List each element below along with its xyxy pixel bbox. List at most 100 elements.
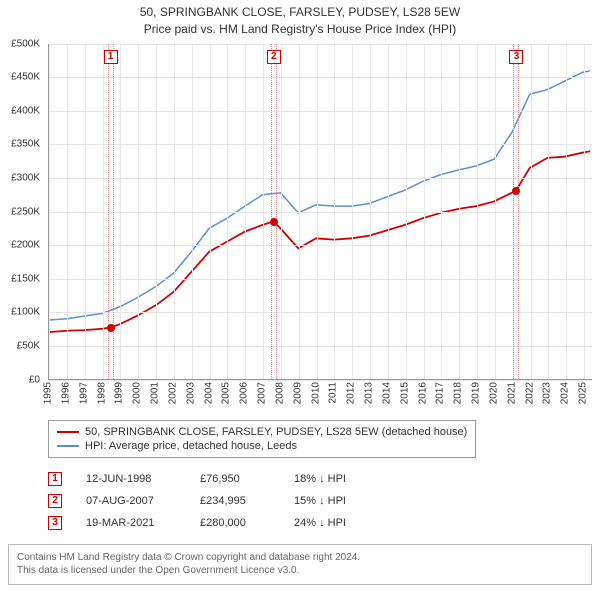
x-tick-label: 2025 — [578, 382, 589, 404]
gridline-v — [49, 44, 50, 379]
x-tick-label: 2005 — [221, 382, 232, 404]
gridline-v — [406, 44, 407, 379]
gridline-v — [388, 44, 389, 379]
gridline-v — [495, 44, 496, 379]
event-price: £280,000 — [200, 517, 270, 529]
x-tick-label: 2003 — [185, 382, 196, 404]
y-tick-label: £100K — [0, 307, 40, 318]
x-tick-label: 2006 — [239, 382, 250, 404]
legend: 50, SPRINGBANK CLOSE, FARSLEY, PUDSEY, L… — [48, 420, 476, 458]
event-price: £76,950 — [200, 473, 270, 485]
attribution-footer: Contains HM Land Registry data © Crown c… — [8, 544, 592, 585]
x-tick-label: 1999 — [114, 382, 125, 404]
gridline-h — [49, 111, 592, 112]
event-delta: 24% ↓ HPI — [294, 517, 384, 529]
gridline-v — [85, 44, 86, 379]
event-date: 19-MAR-2021 — [86, 517, 176, 529]
x-tick-label: 2010 — [310, 382, 321, 404]
event-band — [271, 44, 277, 379]
event-date: 07-AUG-2007 — [86, 495, 176, 507]
gridline-v — [192, 44, 193, 379]
gridline-v — [281, 44, 282, 379]
title-line-2: Price paid vs. HM Land Registry's House … — [4, 21, 596, 38]
x-tick-label: 2015 — [399, 382, 410, 404]
x-tick-label: 2024 — [560, 382, 571, 404]
y-tick-label: £400K — [0, 105, 40, 116]
x-tick-label: 2011 — [328, 382, 339, 404]
gridline-v — [120, 44, 121, 379]
event-band — [513, 44, 519, 379]
series-hpi — [49, 70, 590, 319]
x-tick-label: 2013 — [364, 382, 375, 404]
gridline-v — [477, 44, 478, 379]
y-tick-label: £50K — [0, 340, 40, 351]
gridline-h — [49, 279, 592, 280]
y-tick-label: £350K — [0, 139, 40, 150]
plot-area: 123 — [48, 44, 592, 380]
gridline-h — [49, 77, 592, 78]
y-tick-label: £150K — [0, 273, 40, 284]
gridline-v — [317, 44, 318, 379]
x-tick-label: 2017 — [435, 382, 446, 404]
x-tick-label: 2004 — [203, 382, 214, 404]
chart-titles: 50, SPRINGBANK CLOSE, FARSLEY, PUDSEY, L… — [4, 4, 596, 38]
x-tick-label: 2000 — [132, 382, 143, 404]
gridline-v — [334, 44, 335, 379]
x-tick-label: 2023 — [542, 382, 553, 404]
gridline-v — [459, 44, 460, 379]
gridline-v — [424, 44, 425, 379]
x-tick-label: 2008 — [274, 382, 285, 404]
x-tick-label: 2018 — [453, 382, 464, 404]
gridline-v — [584, 44, 585, 379]
event-dot — [107, 324, 115, 332]
gridline-v — [352, 44, 353, 379]
gridline-v — [156, 44, 157, 379]
legend-row: 50, SPRINGBANK CLOSE, FARSLEY, PUDSEY, L… — [57, 425, 467, 439]
event-marker-box: 2 — [267, 50, 281, 64]
x-tick-label: 2002 — [167, 382, 178, 404]
gridline-h — [49, 312, 592, 313]
y-tick-label: £300K — [0, 172, 40, 183]
title-line-1: 50, SPRINGBANK CLOSE, FARSLEY, PUDSEY, L… — [4, 4, 596, 21]
gridline-v — [299, 44, 300, 379]
gridline-v — [67, 44, 68, 379]
chart: £0£50K£100K£150K£200K£250K£300K£350K£400… — [4, 44, 596, 414]
gridline-v — [531, 44, 532, 379]
event-dot — [512, 187, 520, 195]
event-row: 112-JUN-1998£76,95018% ↓ HPI — [48, 468, 596, 490]
y-tick-label: £0 — [0, 374, 40, 385]
x-tick-label: 2007 — [257, 382, 268, 404]
y-tick-label: £500K — [0, 38, 40, 49]
legend-label: HPI: Average price, detached house, Leed… — [85, 440, 297, 452]
x-tick-label: 2021 — [506, 382, 517, 404]
event-delta: 15% ↓ HPI — [294, 495, 384, 507]
legend-label: 50, SPRINGBANK CLOSE, FARSLEY, PUDSEY, L… — [85, 426, 467, 438]
x-tick-label: 2016 — [417, 382, 428, 404]
x-tick-label: 1997 — [78, 382, 89, 404]
x-tick-label: 1995 — [43, 382, 54, 404]
event-date: 12-JUN-1998 — [86, 473, 176, 485]
gridline-h — [49, 144, 592, 145]
event-marker-box: 3 — [48, 516, 62, 530]
gridline-v — [263, 44, 264, 379]
y-axis: £0£50K£100K£150K£200K£250K£300K£350K£400… — [4, 44, 44, 380]
gridline-v — [548, 44, 549, 379]
gridline-h — [49, 346, 592, 347]
event-marker-box: 1 — [104, 50, 118, 64]
event-row: 207-AUG-2007£234,99515% ↓ HPI — [48, 490, 596, 512]
gridline-h — [49, 245, 592, 246]
y-tick-label: £450K — [0, 72, 40, 83]
gridline-v — [103, 44, 104, 379]
y-tick-label: £200K — [0, 240, 40, 251]
gridline-v — [210, 44, 211, 379]
gridline-v — [441, 44, 442, 379]
y-tick-label: £250K — [0, 206, 40, 217]
x-tick-label: 2001 — [150, 382, 161, 404]
event-price: £234,995 — [200, 495, 270, 507]
legend-swatch — [57, 445, 79, 447]
event-dot — [270, 218, 278, 226]
event-delta: 18% ↓ HPI — [294, 473, 384, 485]
x-tick-label: 1998 — [96, 382, 107, 404]
gridline-h — [49, 44, 592, 45]
footer-line-1: Contains HM Land Registry data © Crown c… — [17, 551, 583, 565]
